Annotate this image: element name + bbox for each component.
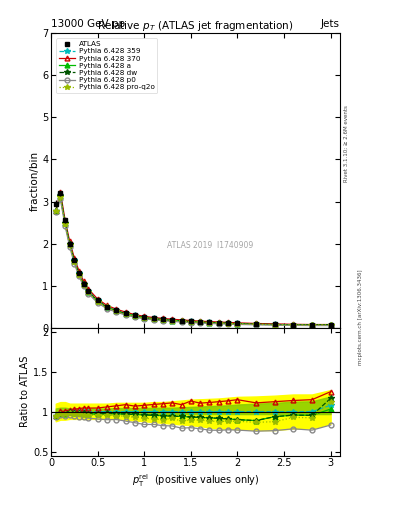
Y-axis label: Ratio to ATLAS: Ratio to ATLAS: [20, 356, 30, 428]
Text: mcplots.cern.ch [arXiv:1306.3436]: mcplots.cern.ch [arXiv:1306.3436]: [358, 270, 363, 365]
Text: Jets: Jets: [321, 19, 340, 29]
Legend: ATLAS, Pythia 6.428 359, Pythia 6.428 370, Pythia 6.428 a, Pythia 6.428 dw, Pyth: ATLAS, Pythia 6.428 359, Pythia 6.428 37…: [56, 38, 157, 93]
Title: Relative $p_{T}$ (ATLAS jet fragmentation): Relative $p_{T}$ (ATLAS jet fragmentatio…: [97, 19, 294, 33]
Text: ATLAS 2019  I1740909: ATLAS 2019 I1740909: [167, 241, 253, 250]
Y-axis label: fraction/bin: fraction/bin: [29, 151, 39, 210]
X-axis label: $p_{\rm T}^{\rm rel}$  (positive values only): $p_{\rm T}^{\rm rel}$ (positive values o…: [132, 473, 259, 489]
Text: Rivet 3.1.10; ≥ 2.6M events: Rivet 3.1.10; ≥ 2.6M events: [344, 105, 349, 182]
Text: 13000 GeV pp: 13000 GeV pp: [51, 19, 125, 29]
